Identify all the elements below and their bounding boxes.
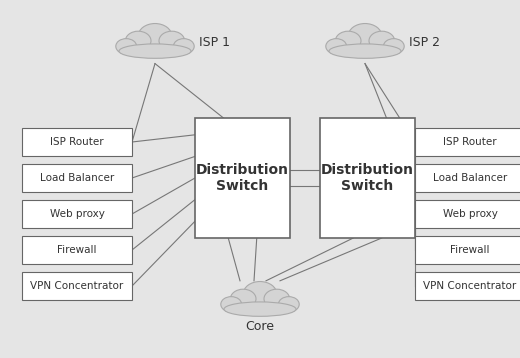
FancyBboxPatch shape [415,272,520,300]
Text: ISP 1: ISP 1 [199,35,230,48]
Text: Firewall: Firewall [450,245,490,255]
Ellipse shape [221,297,242,312]
Ellipse shape [173,39,194,54]
Text: Web proxy: Web proxy [443,209,498,219]
Text: Web proxy: Web proxy [49,209,105,219]
Ellipse shape [369,31,395,50]
Text: Firewall: Firewall [57,245,97,255]
FancyBboxPatch shape [415,200,520,228]
Text: Distribution
Switch: Distribution Switch [321,163,414,193]
Text: ISP Router: ISP Router [443,137,497,147]
FancyBboxPatch shape [22,272,132,300]
Text: VPN Concentrator: VPN Concentrator [30,281,124,291]
Ellipse shape [243,281,277,306]
FancyBboxPatch shape [22,164,132,192]
FancyBboxPatch shape [320,118,415,238]
FancyBboxPatch shape [195,118,290,238]
Text: Load Balancer: Load Balancer [433,173,507,183]
Ellipse shape [119,44,191,58]
Text: Load Balancer: Load Balancer [40,173,114,183]
Ellipse shape [116,39,137,54]
Ellipse shape [278,297,299,312]
Ellipse shape [224,302,296,316]
FancyBboxPatch shape [22,236,132,264]
Ellipse shape [335,31,361,50]
FancyBboxPatch shape [22,200,132,228]
Ellipse shape [383,39,404,54]
FancyBboxPatch shape [22,128,132,156]
FancyBboxPatch shape [415,236,520,264]
Text: Distribution
Switch: Distribution Switch [196,163,289,193]
Text: ISP 2: ISP 2 [409,35,440,48]
Text: ISP Router: ISP Router [50,137,104,147]
Text: VPN Concentrator: VPN Concentrator [423,281,517,291]
Ellipse shape [348,24,382,48]
Ellipse shape [159,31,185,50]
Text: Core: Core [245,320,275,333]
Ellipse shape [230,289,256,308]
Ellipse shape [138,24,172,48]
FancyBboxPatch shape [415,128,520,156]
Ellipse shape [264,289,290,308]
Ellipse shape [329,44,401,58]
Ellipse shape [326,39,347,54]
FancyBboxPatch shape [415,164,520,192]
Ellipse shape [125,31,151,50]
